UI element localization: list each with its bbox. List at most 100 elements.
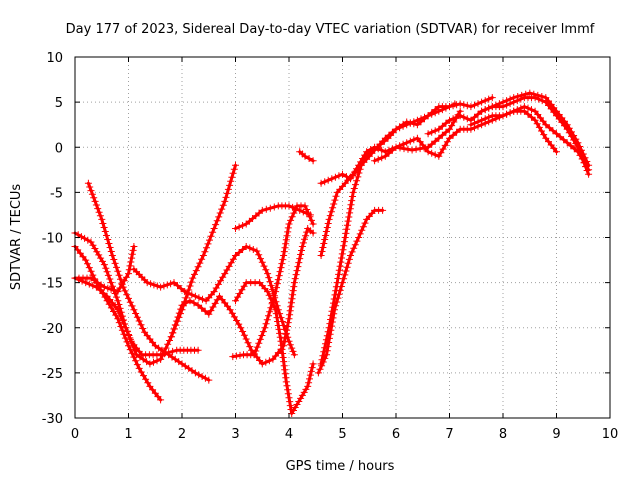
y-tick-label: -20: [42, 322, 63, 337]
data-point-marker: [336, 262, 344, 270]
data-point-marker: [211, 299, 219, 307]
data-point-marker: [209, 228, 217, 236]
data-point-marker: [324, 176, 332, 184]
data-point-marker: [318, 248, 326, 255]
data-point-marker: [320, 348, 328, 356]
data-point-marker: [195, 294, 203, 302]
data-point-marker: [262, 266, 270, 274]
data-point-marker: [347, 252, 354, 259]
data-point-marker: [327, 208, 335, 216]
data-point-marker: [424, 112, 432, 120]
data-point-marker: [309, 220, 317, 228]
data-point-marker: [319, 244, 327, 251]
data-point-marker: [257, 255, 264, 263]
data-point-marker: [125, 331, 132, 338]
data-point-marker: [153, 357, 161, 365]
data-point-marker: [113, 263, 120, 271]
data-point-marker: [282, 378, 290, 386]
data-point-marker: [449, 131, 457, 139]
data-point-marker: [317, 252, 325, 259]
data-point-marker: [578, 146, 585, 154]
data-point-marker: [324, 328, 332, 336]
data-point-marker: [128, 302, 136, 310]
data-point-marker: [232, 252, 239, 259]
y-tick-label: -15: [42, 277, 63, 292]
data-point-marker: [317, 360, 325, 368]
data-point-marker: [143, 279, 151, 287]
data-point-marker: [274, 322, 282, 329]
data-point-marker: [304, 382, 312, 390]
data-point-marker: [118, 279, 126, 287]
x-tick-label: 1: [124, 427, 132, 442]
x-axis-label: GPS time / hours: [286, 459, 395, 474]
data-point-marker: [238, 286, 246, 294]
data-point-marker: [295, 398, 303, 405]
data-point-marker: [207, 307, 215, 315]
data-point-marker: [576, 143, 584, 150]
data-point-marker: [301, 202, 309, 210]
data-point-marker: [359, 223, 367, 231]
x-tick-label: 0: [71, 427, 79, 442]
data-point-marker: [201, 248, 209, 256]
data-point-marker: [540, 131, 548, 139]
data-point-marker: [321, 178, 329, 186]
data-point-marker: [214, 280, 222, 288]
data-point-marker: [510, 94, 518, 102]
data-point-marker: [331, 196, 339, 204]
data-point-marker: [330, 295, 338, 303]
data-point-marker: [355, 169, 363, 177]
data-point-marker: [267, 295, 275, 303]
data-point-marker: [380, 137, 388, 145]
data-point-marker: [392, 143, 400, 151]
data-point-marker: [327, 316, 335, 323]
data-point-marker: [446, 103, 453, 111]
data-point-marker: [239, 222, 247, 229]
data-point-marker: [232, 352, 240, 360]
data-point-marker: [150, 281, 158, 289]
data-point-marker: [232, 161, 239, 169]
data-point-marker: [290, 407, 297, 414]
data-point-marker: [301, 152, 309, 160]
data-point-marker: [446, 116, 453, 124]
data-point-marker: [198, 304, 206, 312]
data-point-marker: [293, 401, 301, 408]
data-point-marker: [326, 320, 334, 328]
data-point-marker: [574, 139, 582, 147]
data-point-marker: [188, 291, 196, 299]
data-point-marker: [323, 224, 331, 231]
data-point-marker: [191, 292, 199, 300]
data-point-marker: [286, 307, 294, 315]
data-point-marker: [285, 315, 293, 323]
data-point-marker: [285, 220, 293, 228]
data-point-marker: [396, 142, 404, 150]
data-point-marker: [355, 234, 363, 241]
data-point-marker: [553, 148, 560, 156]
data-point-marker: [351, 241, 359, 249]
data-point-marker: [164, 340, 172, 348]
series-track-2: [71, 243, 138, 296]
data-point-marker: [185, 286, 193, 294]
data-point-marker: [378, 146, 386, 154]
series-track-4: [71, 229, 165, 368]
data-point-marker: [101, 228, 109, 235]
data-point-marker: [522, 90, 530, 98]
data-point-marker: [431, 151, 439, 159]
data-point-marker: [205, 376, 213, 384]
data-point-marker: [268, 299, 276, 306]
data-point-marker: [198, 255, 206, 263]
data-point-marker: [207, 232, 215, 240]
data-point-marker: [277, 264, 285, 272]
data-point-marker: [301, 235, 308, 243]
data-point-marker: [100, 224, 108, 231]
data-point-marker: [253, 247, 261, 255]
data-point-marker: [91, 197, 99, 205]
data-point-marker: [273, 280, 281, 288]
data-point-marker: [290, 351, 298, 359]
data-point-marker: [361, 219, 369, 227]
axis-ticks: 0 1 2 3 4 5 6 7 8 9 10 -30 -25 -20 -15 -10 -5 0 5 10: [42, 51, 619, 442]
data-point-marker: [105, 240, 113, 247]
data-point-marker: [309, 229, 317, 237]
data-point-marker: [212, 221, 220, 229]
data-point-marker: [288, 213, 296, 221]
data-point-marker: [167, 333, 175, 341]
